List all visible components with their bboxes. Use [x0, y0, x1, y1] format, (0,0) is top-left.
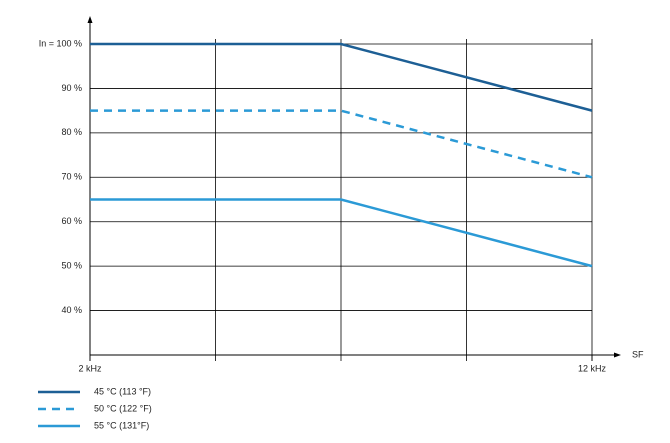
y-tick-label: In = 100 % [39, 38, 82, 48]
series-line [90, 42, 593, 112]
x-axis-arrow [614, 352, 621, 358]
y-tick-label: 60 % [61, 216, 82, 226]
x-axis-label: SF [632, 349, 644, 359]
series-line [90, 198, 593, 268]
y-tick-label: 70 % [61, 172, 82, 182]
y-axis-arrow [87, 16, 93, 23]
series-line [90, 109, 593, 179]
legend-label: 50 °C (122 °F) [94, 403, 152, 413]
x-tick-label: 2 kHz [78, 363, 102, 373]
y-tick-label: 50 % [61, 261, 82, 271]
y-tick-label: 90 % [61, 83, 82, 93]
y-tick-label: 40 % [61, 305, 82, 315]
y-tick-label: 80 % [61, 127, 82, 137]
legend-label: 45 °C (113 °F) [94, 386, 151, 396]
legend-label: 55 °C (131°F) [94, 420, 149, 430]
x-tick-label: 12 kHz [578, 363, 607, 373]
